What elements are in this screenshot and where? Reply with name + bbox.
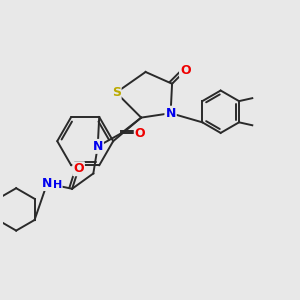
Text: S: S bbox=[112, 86, 121, 99]
Text: O: O bbox=[135, 127, 146, 140]
Text: O: O bbox=[180, 64, 190, 77]
Text: N: N bbox=[42, 177, 52, 190]
Text: H: H bbox=[53, 180, 62, 190]
Text: N: N bbox=[92, 140, 103, 153]
Text: N: N bbox=[165, 107, 176, 120]
Text: O: O bbox=[73, 162, 84, 175]
